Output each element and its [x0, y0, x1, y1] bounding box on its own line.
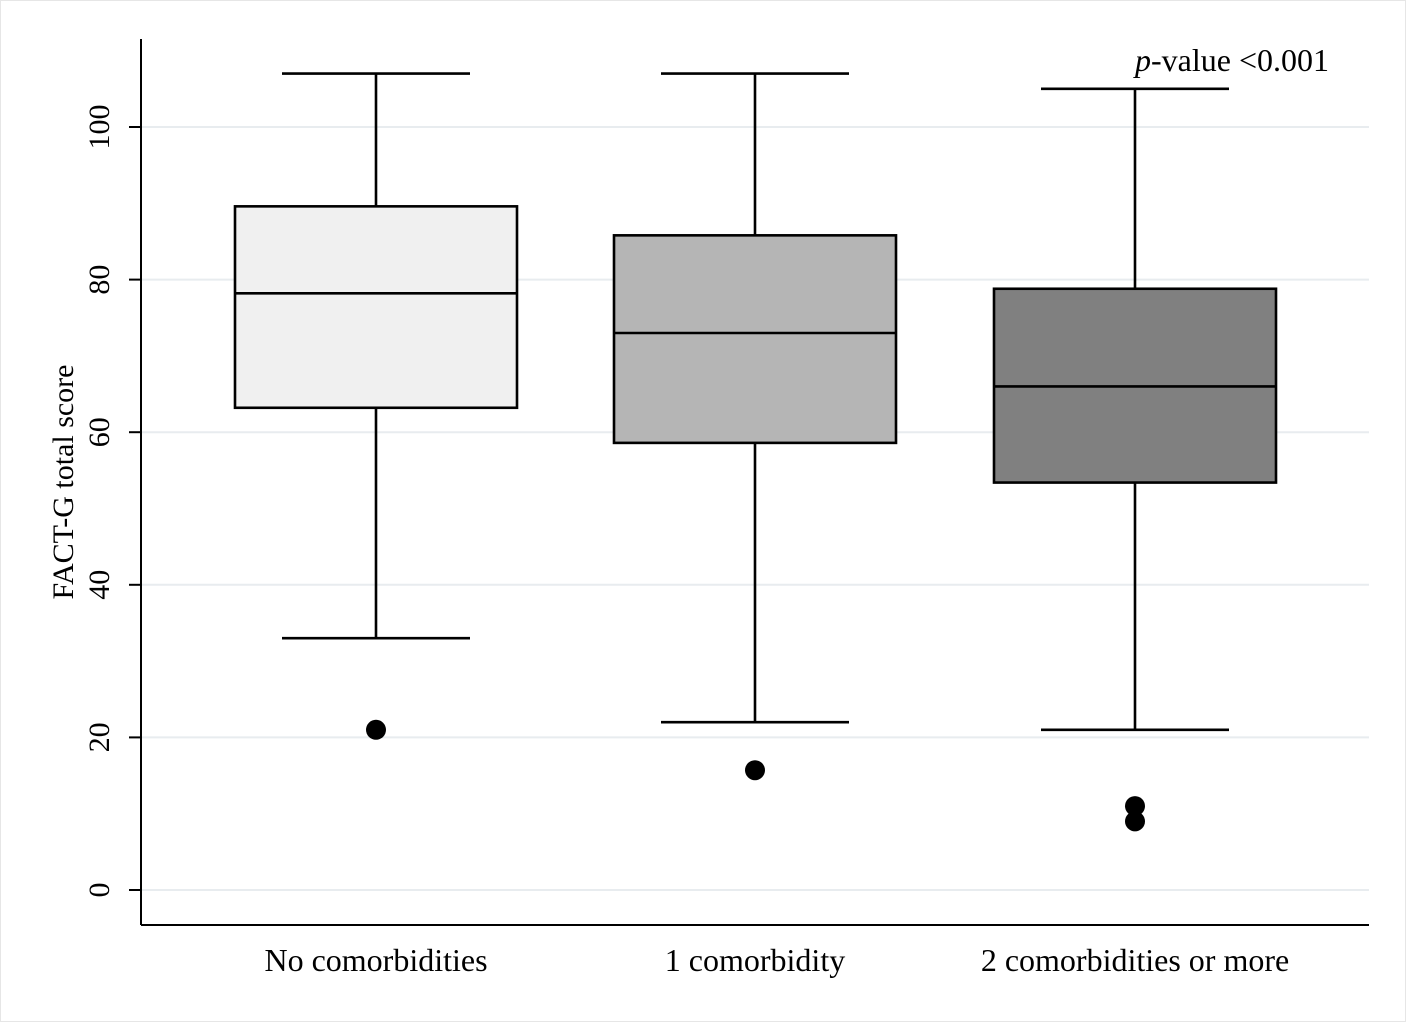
y-tick-label-100: 100: [83, 105, 116, 150]
y-tick-label-60: 60: [83, 417, 116, 447]
box-1: [233, 72, 519, 740]
outlier-point-1: [1125, 796, 1145, 817]
outlier-point-2: [1125, 811, 1145, 832]
box-2: [612, 72, 898, 781]
y-tick-label-80: 80: [83, 265, 116, 295]
box-3: [992, 87, 1278, 832]
y-tick-label-40: 40: [83, 570, 116, 600]
x-tick-label-1: No comorbidities: [264, 942, 487, 978]
x-tick-label-3: 2 comorbidities or more: [981, 942, 1289, 978]
p-value-rest: -value <0.001: [1151, 42, 1329, 78]
iqr-box: [612, 234, 898, 445]
p-value-annotation: p-value <0.001: [1133, 42, 1329, 78]
axes: 0 20 40 60 80 100 No comorbidities 1 comorbidit…: [83, 39, 1369, 978]
y-tick-label-0: 0: [83, 883, 116, 898]
iqr-box: [233, 205, 519, 410]
outlier-point-1: [745, 760, 765, 781]
outlier-point-1: [366, 719, 386, 740]
box-group: [233, 72, 1278, 832]
y-tick-label-20: 20: [83, 722, 116, 752]
labels: FACT-G total score p-value <0.001: [47, 42, 1329, 599]
p-value-italic: p: [1133, 42, 1151, 78]
y-axis-label: FACT-G total score: [47, 365, 80, 600]
x-tick-label-2: 1 comorbidity: [665, 942, 845, 978]
